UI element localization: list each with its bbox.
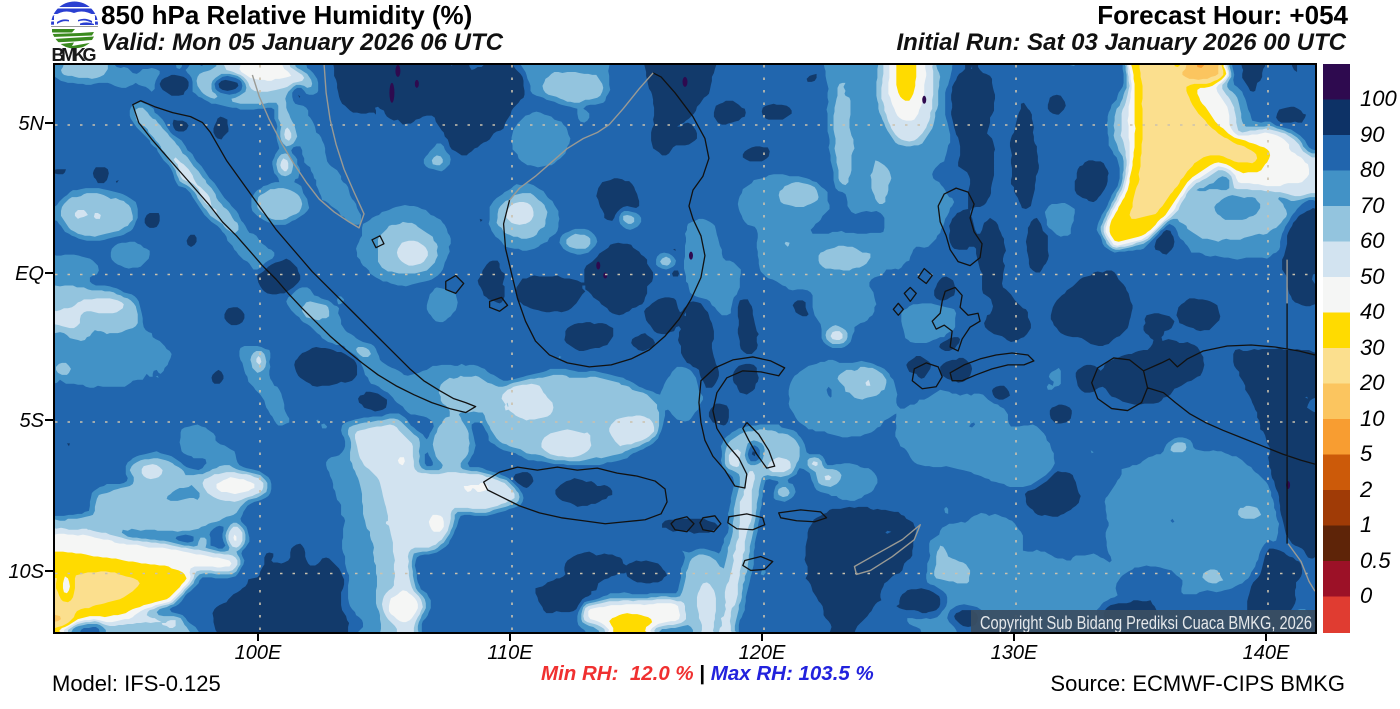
svg-text:BMKG: BMKG [52, 45, 97, 62]
svg-text:Copyright Sub Bidang Prediksi: Copyright Sub Bidang Prediksi Cuaca BMKG… [980, 612, 1312, 632]
